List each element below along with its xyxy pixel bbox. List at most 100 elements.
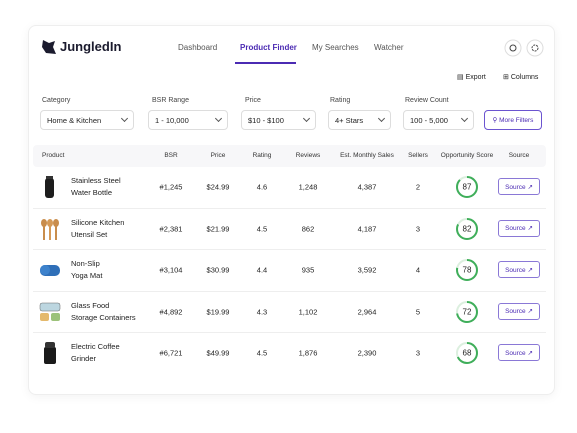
score: 68 — [462, 348, 472, 358]
cell: 4.4 — [256, 265, 268, 275]
cell: #2,381 — [159, 224, 183, 233]
gauge — [456, 300, 478, 323]
gauge-arc — [456, 217, 478, 240]
row-divider — [33, 249, 546, 250]
column-header: Opportunity Score — [440, 152, 494, 159]
cell: #3,104 — [159, 265, 183, 275]
cell: #4,892 — [159, 307, 183, 316]
column-header: Sellers — [408, 152, 428, 159]
gauge-arc — [456, 342, 478, 364]
column-header: Rating — [252, 152, 272, 159]
product-image — [39, 218, 63, 242]
product-name: Yoga Mat — [71, 271, 103, 280]
gauge — [456, 259, 478, 281]
cell: $19.99 — [206, 307, 230, 316]
product-image — [39, 259, 63, 283]
product-name: Electric Coffee — [71, 342, 120, 351]
cell: $24.99 — [206, 182, 230, 192]
cell: 4.5 — [256, 348, 268, 358]
cell: 4,387 — [357, 182, 377, 192]
filter-select[interactable]: $10 - $100 — [241, 110, 316, 130]
filter-select[interactable]: 1 - 10,000 — [148, 110, 228, 130]
nav-link[interactable]: My Searches — [312, 43, 359, 52]
cell: $30.99 — [206, 265, 230, 275]
columns-button[interactable]: ⊞ Columns — [503, 74, 539, 81]
score-gauge — [455, 175, 479, 199]
filter-label: Rating — [330, 97, 351, 104]
product-icon — [41, 218, 59, 240]
cell: 2,390 — [357, 348, 377, 358]
cell: $21.99 — [206, 224, 230, 233]
cell: 4.6 — [256, 182, 268, 192]
source-button[interactable]: Source ↗ — [498, 344, 540, 361]
cell: 3 — [415, 224, 421, 233]
product-icon — [39, 302, 61, 321]
column-header: BSR — [164, 152, 178, 159]
cell: 4,187 — [357, 224, 377, 233]
nav-link[interactable]: Product Finder — [240, 43, 297, 52]
nav-link[interactable]: Watcher — [374, 43, 404, 52]
filter-label: Category — [42, 97, 71, 104]
product-name: Glass Food — [71, 300, 110, 310]
cell: 1,102 — [298, 307, 318, 316]
gauge-arc — [456, 259, 478, 281]
product-icon — [45, 176, 54, 198]
table-header — [33, 145, 546, 167]
cell: 5 — [415, 307, 421, 316]
product-name: Storage Containers — [71, 312, 136, 322]
nav-link[interactable]: Dashboard — [178, 43, 218, 52]
cell: $49.99 — [206, 348, 230, 358]
export-button[interactable]: ▤ Export — [457, 74, 486, 81]
more-filters[interactable]: ⚲ More Filters — [484, 110, 542, 130]
score-gauge — [455, 217, 479, 241]
product-name: Silicone Kitchen — [71, 217, 125, 227]
row-divider — [33, 207, 546, 209]
more-filters-label: More Filters — [499, 116, 534, 124]
gauge-arc — [456, 176, 478, 198]
cell: 862 — [301, 224, 315, 233]
row-divider — [33, 290, 546, 292]
icon-buttons[interactable] — [504, 39, 546, 57]
columns-label: Columns — [510, 74, 539, 81]
source-button[interactable]: Source ↗ — [498, 302, 540, 320]
cell: 4.3 — [256, 307, 268, 316]
cell: 2 — [415, 182, 421, 192]
gauge — [456, 217, 478, 240]
panel — [28, 25, 555, 395]
product-name: Water Bottle — [71, 188, 112, 197]
product-name: Stainless Steel — [71, 176, 121, 185]
cell: 1,248 — [298, 182, 318, 192]
column-header: Price — [210, 152, 226, 159]
source-button[interactable]: Source ↗ — [498, 178, 540, 195]
filter-label: Review Count — [405, 97, 449, 104]
column-header: Product — [42, 152, 65, 159]
cell: 3,592 — [357, 265, 377, 275]
score: 82 — [462, 224, 472, 233]
filter-select[interactable]: 4+ Stars — [328, 110, 391, 130]
cell: #6,721 — [159, 348, 183, 358]
column-header: Source — [508, 152, 530, 159]
product-icon — [44, 342, 56, 364]
cell: 4.5 — [256, 224, 268, 233]
score: 78 — [462, 265, 472, 275]
filter-select[interactable]: Home & Kitchen — [40, 110, 134, 130]
gauge-arc — [456, 300, 478, 323]
product-name: Utensil Set — [71, 229, 108, 239]
product-name: Non-Slip — [71, 259, 100, 268]
cell: 1,876 — [298, 348, 318, 358]
cell: 3 — [415, 348, 421, 358]
score-gauge — [455, 300, 479, 324]
score-gauge — [455, 341, 479, 365]
source-button[interactable]: Source ↗ — [498, 219, 540, 237]
column-header: Est. Monthly Sales — [340, 152, 394, 159]
logo-icon — [42, 40, 56, 54]
filter-select[interactable]: 100 - 5,000 — [403, 110, 474, 130]
source-button[interactable]: Source ↗ — [498, 261, 540, 278]
score: 87 — [462, 182, 472, 192]
gauge — [456, 342, 478, 364]
row-divider — [33, 332, 546, 333]
column-header: Reviews — [295, 152, 321, 159]
cell: 935 — [301, 265, 315, 275]
logo: JungledIn — [60, 39, 122, 54]
